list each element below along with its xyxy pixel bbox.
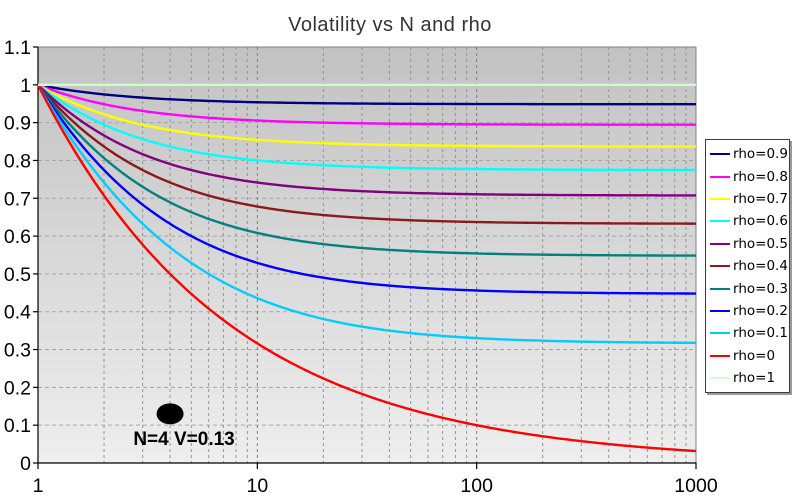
legend-item[interactable]: rho=0.9 [706, 143, 789, 165]
legend-line-sample [710, 309, 730, 312]
series-line-rho-0.3[interactable] [37, 84, 697, 257]
legend-label: rho=0 [733, 347, 776, 364]
legend-label: rho=0.8 [733, 168, 788, 185]
legend-label: rho=0.5 [733, 235, 788, 252]
y-tick-label: 0.1 [4, 415, 31, 437]
legend-label: rho=0.9 [733, 146, 788, 163]
legend-line-sample [710, 197, 730, 200]
series-line-rho-0[interactable] [36, 84, 697, 453]
legend-item[interactable]: rho=0.2 [706, 300, 789, 322]
legend-item[interactable]: rho=0.5 [706, 233, 789, 255]
legend-label: rho=0.2 [733, 302, 788, 319]
legend-label: rho=0.3 [733, 280, 788, 297]
x-tick-label: 1 [33, 475, 44, 497]
y-tick-label: 0.5 [4, 264, 31, 286]
x-tick-label: 1000 [674, 475, 718, 497]
series-line-rho-0.8[interactable] [37, 83, 697, 126]
axis-ticks [33, 46, 697, 469]
legend-line-sample [710, 287, 730, 290]
x-tick-label: 100 [460, 475, 493, 497]
annotation-marker[interactable] [156, 403, 184, 425]
series-line-rho-0.7[interactable] [37, 83, 697, 148]
legend-item[interactable]: rho=0.1 [706, 322, 789, 344]
y-tick-label: 0.7 [4, 188, 31, 210]
y-tick-label: 0.9 [4, 113, 31, 135]
series-line-rho-0.9[interactable] [37, 83, 697, 106]
y-tick-label: 0.4 [4, 302, 31, 324]
y-tick-label: 0.3 [4, 340, 31, 362]
legend-line-sample [710, 220, 730, 223]
x-tick-label: 10 [246, 475, 268, 497]
legend-label: rho=0.6 [733, 213, 788, 230]
legend-label: rho=0.1 [733, 325, 788, 342]
legend-line-sample [710, 175, 730, 178]
y-tick-label: 0.6 [4, 226, 31, 248]
legend-item[interactable]: rho=0 [706, 345, 789, 367]
legend-item[interactable]: rho=1 [706, 367, 789, 389]
annotation-label: N=4 V=0.13 [133, 429, 234, 450]
y-tick-label: 0.2 [4, 377, 31, 399]
legend-item[interactable]: rho=0.6 [706, 210, 789, 232]
legend-item[interactable]: rho=0.8 [706, 165, 789, 187]
series-line-rho-0.5[interactable] [37, 83, 696, 197]
legend-line-sample [710, 242, 730, 245]
legend-line-sample [710, 354, 730, 357]
series-line-rho-0.4[interactable] [37, 84, 697, 225]
legend-item[interactable]: rho=0.7 [706, 188, 789, 210]
legend-item[interactable]: rho=0.4 [706, 255, 789, 277]
legend-item[interactable]: rho=0.3 [706, 277, 789, 299]
legend-line-sample [710, 377, 730, 380]
legend-label: rho=0.7 [733, 190, 788, 207]
series-line-rho-0.1[interactable] [36, 84, 697, 345]
series-line-rho-0.6[interactable] [37, 83, 696, 172]
legend-label: rho=0.4 [733, 258, 788, 275]
y-tick-label: 1.1 [4, 37, 31, 59]
legend[interactable]: rho=0.9 rho=0.8 rho=0.7 rho=0.6 rho=0.5 rho=0… [705, 139, 790, 393]
chart-title: Volatility vs N and rho [288, 14, 492, 36]
series-line-rho-0.2[interactable] [36, 84, 697, 295]
legend-line-sample [710, 332, 730, 335]
y-tick-label: 0.8 [4, 150, 31, 172]
legend-line-sample [710, 265, 730, 268]
y-tick-label: 0 [20, 453, 31, 475]
legend-line-sample [710, 153, 730, 156]
legend-label: rho=1 [733, 370, 776, 387]
y-tick-label: 1 [20, 75, 31, 97]
